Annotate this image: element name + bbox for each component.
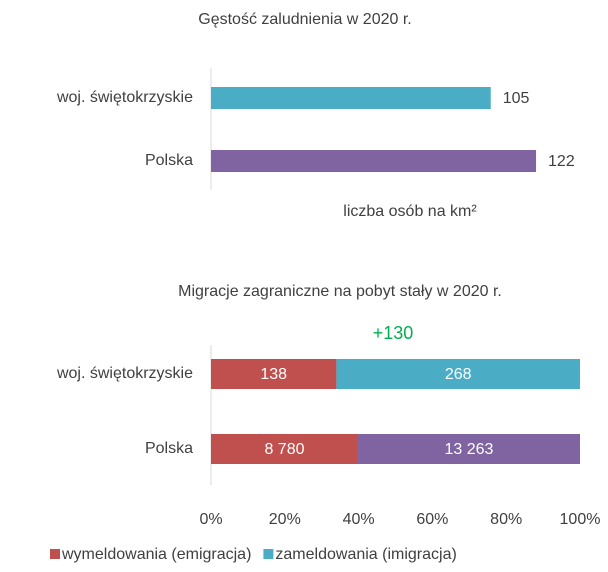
legend-swatch xyxy=(50,549,60,559)
axis-label: liczba osób na km² xyxy=(343,203,477,220)
value-label: 122 xyxy=(548,153,575,170)
value-label: 105 xyxy=(503,90,530,107)
category-label: Polska xyxy=(145,440,193,457)
value-label: 138 xyxy=(260,366,287,383)
x-tick-label: 0% xyxy=(199,511,222,528)
bar-segment xyxy=(211,359,337,389)
legend-swatch xyxy=(263,549,274,559)
value-label: 8 780 xyxy=(264,441,304,458)
annotation: +130 xyxy=(373,323,414,343)
legend-label: zameldowania (imigracja) xyxy=(275,546,456,563)
value-label: 268 xyxy=(445,366,472,383)
bar xyxy=(211,87,491,109)
bar-segment xyxy=(357,434,580,464)
x-tick-label: 40% xyxy=(343,511,375,528)
x-tick-label: 100% xyxy=(560,511,601,528)
bar-segment xyxy=(211,434,358,464)
chart-title: Migracje zagraniczne na pobyt stały w 20… xyxy=(178,283,502,300)
x-tick-label: 80% xyxy=(490,511,522,528)
bar-segment xyxy=(336,359,580,389)
value-label: 13 263 xyxy=(445,441,494,458)
x-tick-label: 60% xyxy=(416,511,448,528)
chart-title: Gęstość zaludnienia w 2020 r. xyxy=(198,11,411,28)
category-label: woj. świętokrzyskie xyxy=(56,89,193,106)
x-tick-label: 20% xyxy=(269,511,301,528)
bar xyxy=(211,150,537,172)
legend-label: wymeldowania (emigracja) xyxy=(61,546,251,563)
category-label: Polska xyxy=(145,152,193,169)
category-label: woj. świętokrzyskie xyxy=(56,365,193,382)
